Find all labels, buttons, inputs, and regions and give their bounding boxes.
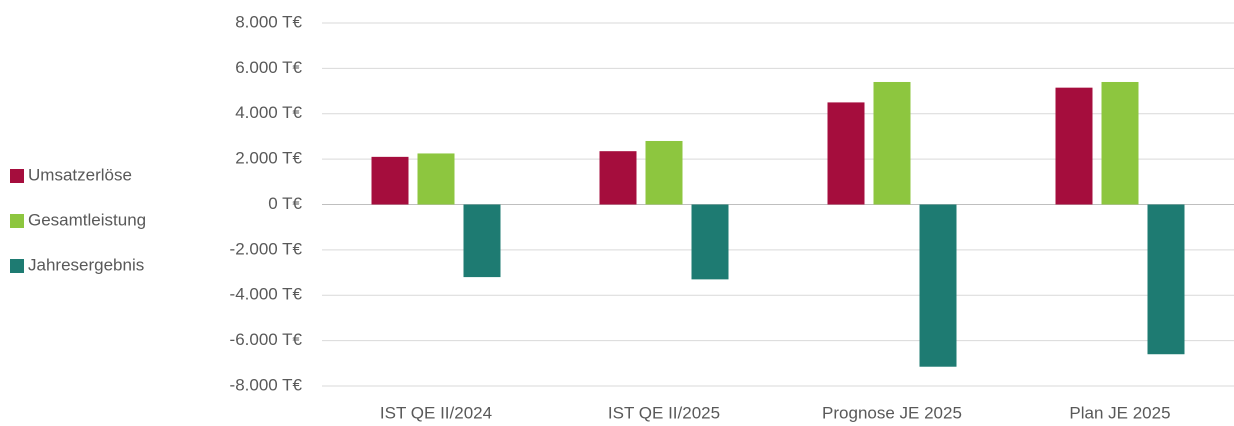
legend-label: Jahresergebnis [28,255,144,274]
bar [691,204,729,280]
bar [919,204,957,367]
legend-label: Gesamtleistung [28,210,146,229]
bar [827,102,865,205]
legend-label: Umsatzerlöse [28,165,132,184]
x-tick-label: IST QE II/2025 [608,403,720,422]
x-tick-label: Plan JE 2025 [1069,403,1170,422]
bar [417,153,455,205]
y-tick-label: 2.000 T€ [235,149,302,168]
bar [1101,81,1139,205]
y-tick-label: -4.000 T€ [230,285,303,304]
bar [371,156,409,205]
y-tick-label: 6.000 T€ [235,58,302,77]
legend-swatch [10,214,24,228]
legend-swatch [10,169,24,183]
y-tick-label: -8.000 T€ [230,375,303,394]
legend-swatch [10,259,24,273]
y-tick-label: 4.000 T€ [235,103,302,122]
bar [645,140,683,205]
bar [1147,204,1185,355]
bar [599,151,637,205]
bar [463,204,501,278]
x-tick-label: Prognose JE 2025 [822,403,962,422]
y-tick-label: 0 T€ [268,194,302,213]
bar [873,81,911,205]
x-tick-label: IST QE II/2024 [380,403,492,422]
y-tick-label: -2.000 T€ [230,239,303,258]
y-tick-label: -6.000 T€ [230,330,303,349]
y-tick-label: 8.000 T€ [235,12,302,31]
bar [1055,87,1093,205]
